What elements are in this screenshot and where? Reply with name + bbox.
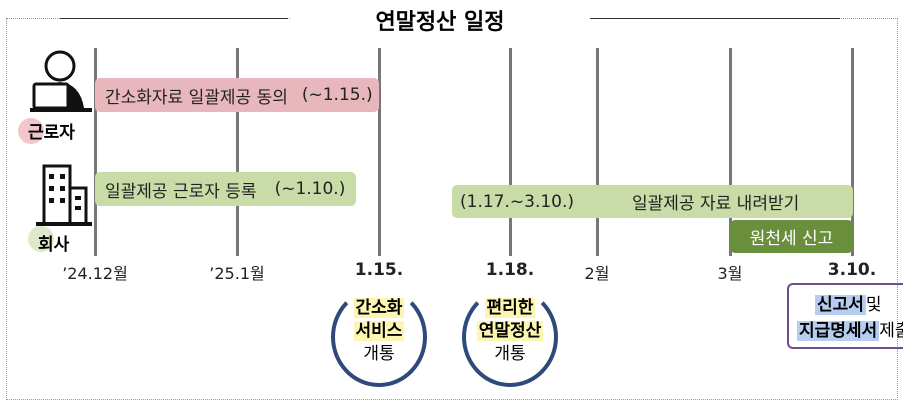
milestone-line: 개통 <box>363 344 395 364</box>
tax-report-bar: 원천세 신고 <box>730 220 853 253</box>
title: 연말정산 일정 <box>290 4 590 36</box>
milestone-line: 서비스 <box>353 321 405 341</box>
milestone-text: 간소화 서비스 개통 <box>319 297 439 366</box>
title-rule <box>590 18 840 19</box>
timeline-label: 2월 <box>584 264 610 283</box>
timeline-label: ’25.1월 <box>209 264 265 283</box>
company-icon <box>36 164 92 226</box>
final-text: 신고서 및 지급명세서 제출 <box>797 292 903 344</box>
grid-line <box>851 48 854 256</box>
grid-line <box>596 48 599 256</box>
timeline-label: 1.18. <box>485 260 535 280</box>
milestone-line: 간소화 <box>353 298 405 318</box>
grid-line <box>236 48 239 256</box>
title-rule <box>60 18 288 19</box>
timeline-label: 1.15. <box>354 260 404 280</box>
grid-line <box>729 48 732 256</box>
label-dot <box>28 226 54 252</box>
milestone-line: 연말정산 <box>476 321 544 341</box>
final-part: 제출 <box>879 321 903 341</box>
final-box <box>787 283 903 349</box>
bar-text: 간소화자료 일괄제공 동의 <box>105 87 288 108</box>
row-label: 근로자 <box>28 123 75 143</box>
worker-icon <box>30 50 92 112</box>
milestone-line: 개통 <box>494 344 526 364</box>
row-label: 회사 <box>38 235 70 255</box>
timeline-label: 3.10. <box>827 260 877 280</box>
milestone-line: 편리한 <box>484 298 536 318</box>
timeline-label: ’24.12월 <box>62 264 128 283</box>
grid-line <box>94 48 97 256</box>
consent-bar: 간소화자료 일괄제공 동의 (~1.15.) <box>95 78 379 112</box>
final-part: 지급명세서 <box>797 321 880 341</box>
register-bar: 일괄제공 근로자 등록 (~1.10.) <box>95 172 356 206</box>
bar-period: (1.17.~3.10.) <box>460 191 575 212</box>
timeline-label: 3월 <box>717 264 743 283</box>
bar-period: (~1.15.) <box>301 85 373 105</box>
grid-line <box>509 48 512 256</box>
bar-period: (~1.10.) <box>274 179 346 199</box>
bar-text: 일괄제공 근로자 등록 <box>105 181 257 202</box>
download-bar: (1.17.~3.10.) 일괄제공 자료 내려받기 <box>452 185 853 218</box>
milestone-text: 편리한 연말정산 개통 <box>450 297 570 366</box>
bar-text: 원천세 신고 <box>749 229 834 249</box>
bar-text: 일괄제공 자료 내려받기 <box>632 194 800 214</box>
label-dot <box>18 118 44 144</box>
final-part: 신고서 <box>815 295 866 315</box>
final-part: 및 <box>865 295 882 315</box>
milestone-circle <box>462 287 558 387</box>
grid-line <box>378 48 381 256</box>
milestone-circle <box>331 287 427 387</box>
